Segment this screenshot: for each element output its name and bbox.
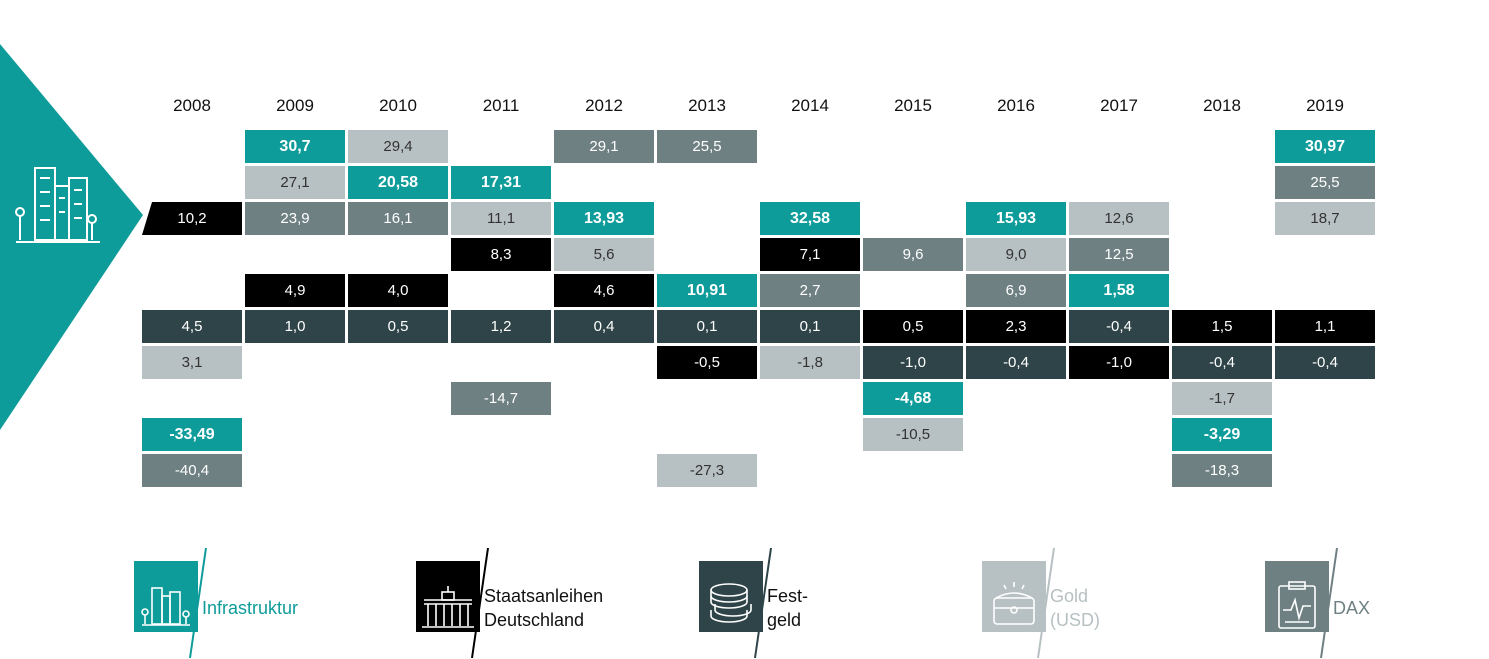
cell-2014-dax: 2,7 bbox=[760, 274, 860, 307]
cell-2009-dax: 23,9 bbox=[245, 202, 345, 235]
infrastructure-arrow-banner bbox=[0, 44, 143, 430]
cell-2011-staat: 8,3 bbox=[451, 238, 551, 271]
year-label-2012: 2012 bbox=[585, 96, 623, 115]
cell-2008-fest: 4,5 bbox=[142, 310, 242, 343]
year-label-2008: 2008 bbox=[173, 96, 211, 115]
year-label-2016: 2016 bbox=[997, 96, 1035, 115]
year-label-2014: 2014 bbox=[791, 96, 829, 115]
cell-2013-infra: 10,91 bbox=[657, 274, 757, 307]
cell-2015-dax: 9,6 bbox=[863, 238, 963, 271]
cell-2016-dax: 6,9 bbox=[966, 274, 1066, 307]
cell-2016-staat: 2,3 bbox=[966, 310, 1066, 343]
cell-2014-fest: 0,1 bbox=[760, 310, 860, 343]
cell-2018-infra: -3,29 bbox=[1172, 418, 1272, 451]
cell-2012-infra: 13,93 bbox=[554, 202, 654, 235]
cell-2009-gold: 27,1 bbox=[245, 166, 345, 199]
year-label-2019: 2019 bbox=[1306, 96, 1344, 115]
cell-2009-staat: 4,9 bbox=[245, 274, 345, 307]
year-label-2017: 2017 bbox=[1100, 96, 1138, 115]
year-label-2013: 2013 bbox=[688, 96, 726, 115]
cell-2017-gold: 12,6 bbox=[1069, 202, 1169, 235]
clipboard-chart-icon bbox=[1265, 548, 1338, 658]
cell-2018-staat: 1,5 bbox=[1172, 310, 1272, 343]
cell-2019-staat: 1,1 bbox=[1275, 310, 1375, 343]
cell-2018-gold: -1,7 bbox=[1172, 382, 1272, 415]
cell-2014-staat: 7,1 bbox=[760, 238, 860, 271]
cell-2013-gold: -27,3 bbox=[657, 454, 757, 487]
year-label-2009: 2009 bbox=[276, 96, 314, 115]
cell-2019-gold: 18,7 bbox=[1275, 202, 1375, 235]
cell-2015-fest: -1,0 bbox=[863, 346, 963, 379]
cell-2014-infra: 32,58 bbox=[760, 202, 860, 235]
cell-2010-staat: 4,0 bbox=[348, 274, 448, 307]
cell-2015-infra: -4,68 bbox=[863, 382, 963, 415]
cell-2008-staat: 10,2 bbox=[142, 202, 242, 235]
cell-2009-fest: 1,0 bbox=[245, 310, 345, 343]
cell-2017-dax: 12,5 bbox=[1069, 238, 1169, 271]
cell-2017-fest: -0,4 bbox=[1069, 310, 1169, 343]
legend-label-staat: Staatsanleihen Deutschland bbox=[484, 586, 604, 630]
cell-2017-infra: 1,58 bbox=[1069, 274, 1169, 307]
city-buildings-icon bbox=[134, 548, 207, 658]
coin-stack-icon bbox=[699, 548, 772, 658]
year-label-2011: 2011 bbox=[482, 96, 520, 115]
cell-2011-gold: 11,1 bbox=[451, 202, 551, 235]
cell-2015-gold: -10,5 bbox=[863, 418, 963, 451]
cell-2014-gold: -1,8 bbox=[760, 346, 860, 379]
cell-2019-dax: 25,5 bbox=[1275, 166, 1375, 199]
cell-2010-dax: 16,1 bbox=[348, 202, 448, 235]
treasure-chest-icon bbox=[982, 548, 1055, 658]
cell-2013-fest: 0,1 bbox=[657, 310, 757, 343]
cell-2009-infra: 30,7 bbox=[245, 130, 345, 163]
cell-2011-dax: -14,7 bbox=[451, 382, 551, 415]
cell-2019-fest: -0,4 bbox=[1275, 346, 1375, 379]
year-label-2010: 2010 bbox=[379, 96, 417, 115]
cell-2008-infra: -33,49 bbox=[142, 418, 242, 451]
cell-2012-staat: 4,6 bbox=[554, 274, 654, 307]
legend-item-fest: Fest- geld bbox=[699, 548, 959, 658]
legend-label-fest: Fest- geld bbox=[767, 586, 809, 630]
cell-2015-staat: 0,5 bbox=[863, 310, 963, 343]
legend-label-gold: Gold (USD) bbox=[1050, 586, 1100, 630]
cell-2013-dax: 25,5 bbox=[657, 130, 757, 163]
cell-2008-gold: 3,1 bbox=[142, 346, 242, 379]
cell-2008-dax: -40,4 bbox=[142, 454, 242, 487]
cell-2018-dax: -18,3 bbox=[1172, 454, 1272, 487]
cell-2016-gold: 9,0 bbox=[966, 238, 1066, 271]
year-label-2018: 2018 bbox=[1203, 96, 1241, 115]
cell-2010-infra: 20,58 bbox=[348, 166, 448, 199]
cell-2010-gold: 29,4 bbox=[348, 130, 448, 163]
legend-item-infra: Infrastruktur bbox=[134, 548, 394, 658]
cell-2011-fest: 1,2 bbox=[451, 310, 551, 343]
legend-item-gold: Gold (USD) bbox=[982, 548, 1242, 658]
cell-2010-fest: 0,5 bbox=[348, 310, 448, 343]
year-label-2015: 2015 bbox=[894, 96, 932, 115]
legend-item-dax: DAX bbox=[1265, 548, 1489, 658]
cell-2012-gold: 5,6 bbox=[554, 238, 654, 271]
legend-label-infra: Infrastruktur bbox=[202, 598, 299, 618]
cell-2013-staat: -0,5 bbox=[657, 346, 757, 379]
cell-2018-fest: -0,4 bbox=[1172, 346, 1272, 379]
cell-2012-dax: 29,1 bbox=[554, 130, 654, 163]
cell-2016-infra: 15,93 bbox=[966, 202, 1066, 235]
legend-item-staat: Staatsanleihen Deutschland bbox=[416, 548, 676, 658]
brandenburg-gate-icon bbox=[416, 548, 489, 658]
cell-2016-fest: -0,4 bbox=[966, 346, 1066, 379]
cell-2017-staat: -1,0 bbox=[1069, 346, 1169, 379]
city-buildings-icon bbox=[15, 167, 100, 243]
cell-2019-infra: 30,97 bbox=[1275, 130, 1375, 163]
cell-2011-infra: 17,31 bbox=[451, 166, 551, 199]
cell-2012-fest: 0,4 bbox=[554, 310, 654, 343]
legend-label-dax: DAX bbox=[1333, 598, 1371, 618]
